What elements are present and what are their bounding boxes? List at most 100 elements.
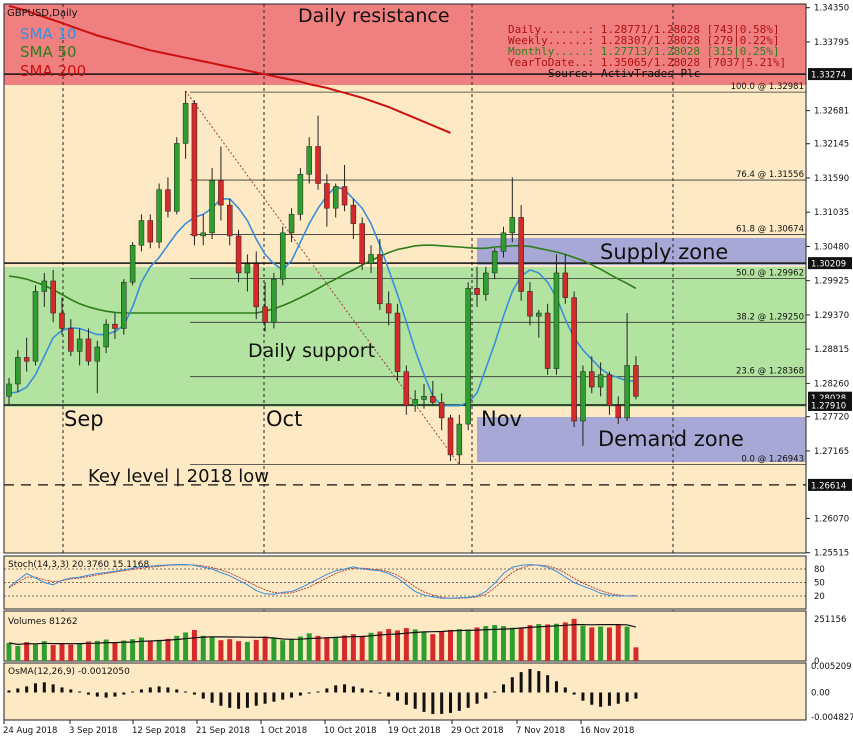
stats-source: Source: ActivTrades Plc [548, 67, 700, 80]
osma-bar [634, 692, 638, 699]
volume-bar [165, 638, 171, 661]
osma-bar [166, 687, 170, 693]
candle-body [182, 103, 189, 144]
osma-bar [272, 692, 276, 702]
candle-body [403, 371, 410, 406]
osma-bar [440, 692, 444, 714]
volume-bar [518, 628, 524, 661]
volume-bar [94, 640, 100, 661]
volume-bar [395, 630, 401, 661]
osma-bar [431, 692, 435, 714]
osma-bar [625, 692, 629, 702]
fib-label: 23.6 @ 1.28368 [736, 367, 804, 377]
osma-bar [334, 685, 338, 693]
date-tick-label: 7 Nov 2018 [516, 726, 565, 736]
volume-average-line [8, 623, 637, 646]
volume-bar [24, 642, 30, 661]
osma-bar [510, 677, 514, 693]
candle-body [209, 180, 215, 234]
osma-bar [237, 692, 241, 709]
price-tick-label: 1.28815 [814, 345, 849, 355]
osma-bar [554, 681, 558, 693]
candle-body [500, 232, 507, 252]
osma-bar [475, 692, 479, 704]
volume-bar [589, 627, 595, 661]
candle-body [191, 103, 198, 237]
candle-body [50, 280, 56, 314]
symbol-label: GBPUSD,Daily [7, 8, 78, 19]
osma-bar [51, 684, 55, 693]
candle-body [324, 183, 330, 209]
osma-bar [387, 692, 391, 697]
candle-body [138, 220, 145, 246]
osma-tick-label: -0.004827 [811, 713, 853, 723]
volume-bar [315, 635, 321, 661]
candle-body [465, 288, 471, 425]
candle-body [633, 365, 639, 397]
fib-label: 61.8 @ 1.30674 [736, 224, 804, 234]
candle-body [580, 371, 586, 422]
volume-axis: 251156 0 [814, 615, 846, 667]
volume-bar [138, 637, 144, 661]
candle-body [421, 396, 427, 400]
osma-bar [104, 692, 108, 698]
volume-bar [297, 636, 303, 661]
volume-bar [209, 637, 215, 661]
date-tick-label: 24 Aug 2018 [3, 726, 57, 736]
sma50-line [8, 244, 637, 314]
supply-zone-label: Supply zone [600, 240, 728, 264]
stats-weekly: Weekly......: 1.28307/1.28028 [279|0.22%… [508, 34, 780, 47]
osma-bar [316, 691, 320, 693]
osma-tick-label: 0.00 [811, 689, 830, 699]
volume-bar [527, 625, 533, 661]
osma-bar [42, 682, 46, 693]
osma-bar [493, 691, 497, 693]
candle-body [438, 402, 445, 419]
volume-bar [200, 635, 206, 661]
stochastic-lines [4, 563, 806, 599]
osma-bar [599, 692, 603, 707]
osma-bar [122, 692, 126, 695]
daily-support-label: Daily support [248, 340, 375, 362]
volume-bar [191, 629, 197, 661]
candle-body [112, 323, 118, 329]
volume-bar [633, 647, 639, 661]
volume-bar [403, 628, 409, 661]
osma-bar [219, 692, 223, 706]
fib-label: 76.4 @ 1.31556 [736, 170, 804, 180]
date-tick-label: 1 Oct 2018 [260, 726, 307, 736]
osma-bar [263, 692, 267, 704]
supply-zone [477, 238, 806, 265]
osma-bar [343, 684, 347, 693]
volume-bar [262, 636, 268, 661]
volume-bar [448, 629, 453, 661]
month-label-oct: Oct [266, 407, 302, 431]
volume-bar [68, 644, 74, 661]
osma-bar [175, 689, 179, 693]
osma-bar [228, 692, 232, 708]
candle-body [218, 180, 224, 206]
price-tick-label: 1.33795 [814, 38, 849, 48]
volume-bar [103, 639, 109, 661]
price-tick-label: 1.31035 [814, 208, 849, 218]
fib-label: 38.2 @ 1.29250 [736, 312, 804, 322]
date-tick-label: 19 Oct 2018 [388, 726, 441, 736]
osma-bar [422, 692, 426, 712]
volume-bar [244, 641, 250, 661]
volume-bar [183, 632, 189, 661]
osma-bar [572, 692, 576, 695]
level-tag-text: 1.30209 [811, 260, 846, 270]
candle-body [447, 417, 454, 456]
osma-bar [86, 692, 90, 695]
candle-body [156, 189, 162, 243]
volume-bar [430, 634, 436, 661]
volume-bar [553, 623, 559, 661]
osma-bar [528, 669, 532, 693]
volume-bar [85, 641, 91, 661]
candle-body [350, 204, 357, 224]
volume-bar [368, 632, 374, 661]
volume-bar [456, 629, 462, 661]
volume-bar [359, 635, 365, 661]
osma-tick-label: 0.005209 [811, 662, 852, 672]
